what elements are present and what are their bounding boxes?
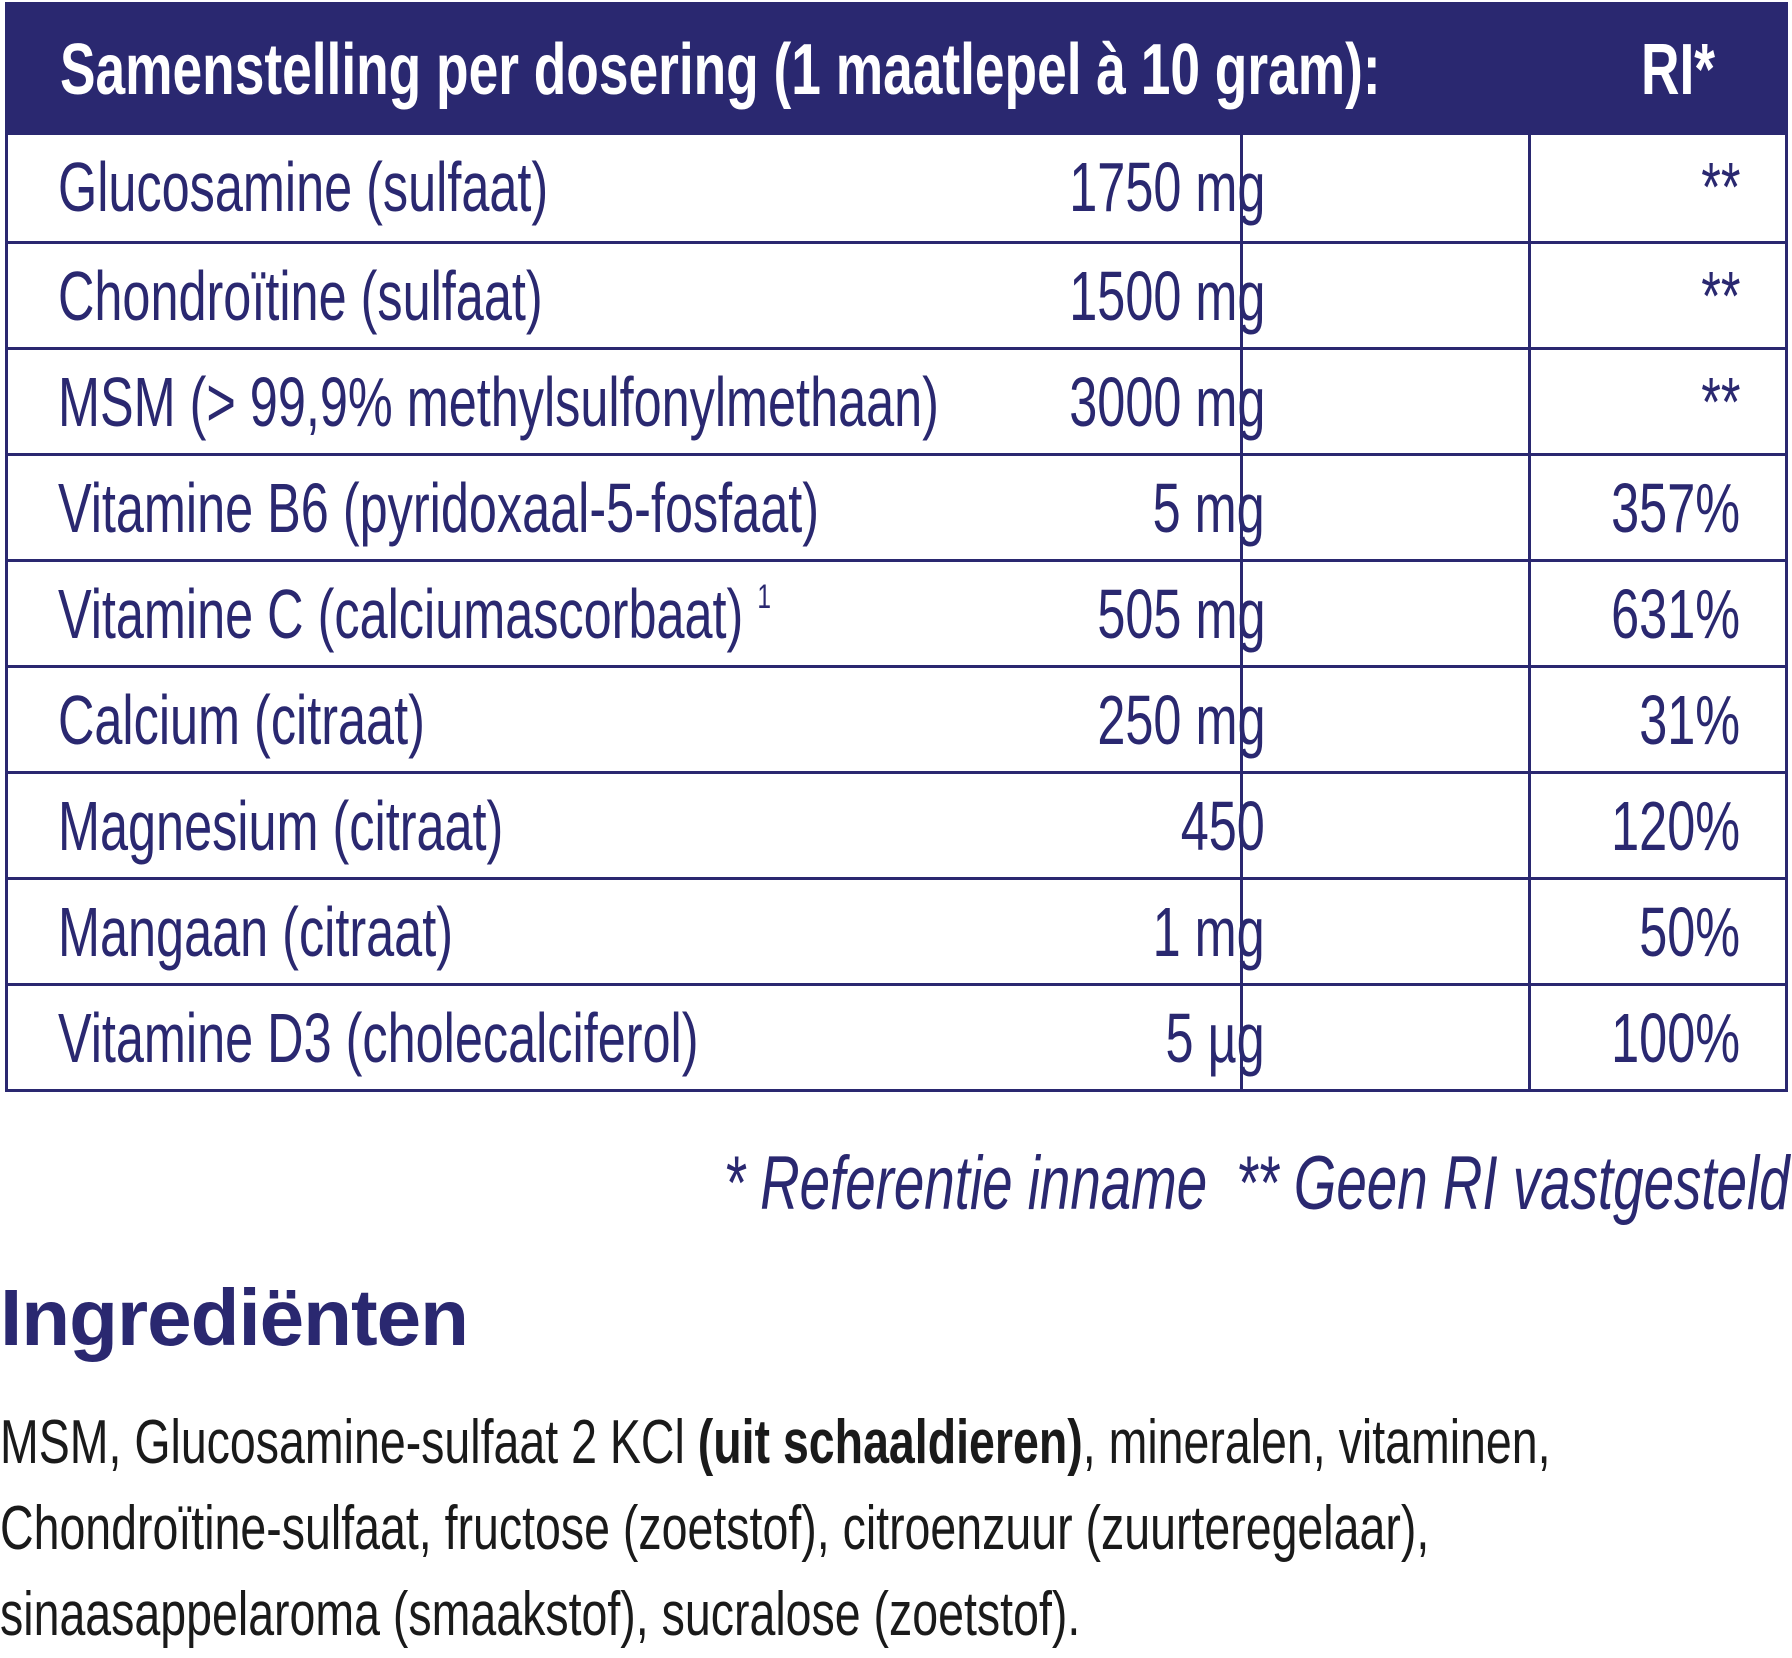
ingredients-part: MSM, Glucosamine-sulfaat 2 KCl	[0, 1408, 698, 1477]
table-row: Magnesium (citraat) 450 120%	[8, 771, 1785, 877]
table-row: Glucosamine (sulfaat) 1750 mg **	[8, 135, 1785, 241]
column-divider	[1528, 668, 1531, 771]
table-row: Vitamine D3 (cholecalciferol) 5 µg 100%	[8, 983, 1785, 1089]
nutrient-name: Magnesium (citraat)	[58, 786, 503, 866]
nutrient-name: Vitamine B6 (pyridoxaal-5-fosfaat)	[58, 468, 819, 548]
nutrient-ri: 120%	[1611, 787, 1740, 865]
nutrient-label: Vitamine D3 (cholecalciferol)	[58, 999, 699, 1077]
nutrient-amount: 1 mg	[1152, 893, 1265, 971]
column-divider	[1240, 562, 1243, 665]
nutrient-name: Glucosamine (sulfaat)	[58, 147, 548, 227]
column-divider	[1240, 668, 1243, 771]
nutrient-label: Vitamine C (calciumascorbaat)	[58, 575, 744, 653]
column-divider	[1240, 135, 1243, 241]
column-divider	[1240, 244, 1243, 347]
nutrient-label: Mangaan (citraat)	[58, 893, 453, 971]
table-row: Vitamine B6 (pyridoxaal-5-fosfaat) 5 mg …	[8, 453, 1785, 559]
ingredients-title: Ingrediënten	[0, 1273, 469, 1362]
nutrient-amount: 5 µg	[1165, 999, 1265, 1077]
nutrient-label: Magnesium (citraat)	[58, 787, 504, 865]
nutrient-name: Vitamine C (calciumascorbaat) 1	[58, 574, 771, 654]
nutrient-amount: 5 mg	[1152, 469, 1265, 547]
nutrition-table: Samenstelling per dosering (1 maatlepel …	[5, 2, 1788, 1092]
nutrient-label: Glucosamine (sulfaat)	[58, 148, 549, 226]
footnote-no-ri: ** Geen RI vastgesteld	[1236, 1141, 1790, 1226]
column-divider	[1240, 774, 1243, 877]
column-divider	[1528, 986, 1531, 1089]
nutrient-name: MSM (> 99,9% methylsulfonylmethaan)	[58, 362, 939, 442]
column-divider	[1528, 350, 1531, 453]
nutrient-name: Chondroïtine (sulfaat)	[58, 256, 543, 336]
nutrient-ri: 631%	[1611, 575, 1740, 653]
table-row: MSM (> 99,9% methylsulfonylmethaan) 3000…	[8, 347, 1785, 453]
ingredients-text: MSM, Glucosamine-sulfaat 2 KCl (uit scha…	[0, 1400, 1792, 1658]
column-divider	[1240, 880, 1243, 983]
nutrient-name: Mangaan (citraat)	[58, 892, 453, 972]
header-ri: RI*	[1640, 30, 1715, 110]
nutrient-name: Calcium (citraat)	[58, 680, 425, 760]
nutrient-ri: 357%	[1611, 469, 1740, 547]
column-divider	[1528, 456, 1531, 559]
table-row: Vitamine C (calciumascorbaat) 1 505 mg 6…	[8, 559, 1785, 665]
column-divider	[1240, 350, 1243, 453]
column-divider	[1528, 135, 1531, 241]
nutrient-ri: 31%	[1639, 681, 1740, 759]
nutrient-ri: 100%	[1611, 999, 1740, 1077]
column-divider	[1240, 456, 1243, 559]
ingredients-part: , mineralen, vitaminen, Chondroïtine-sul…	[0, 1408, 1551, 1649]
nutrient-name: Vitamine D3 (cholecalciferol)	[58, 998, 699, 1078]
footnote-ri: * Referentie inname	[723, 1141, 1208, 1226]
nutrient-amount: 250 mg	[1096, 681, 1265, 759]
nutrient-amount: 505 mg	[1096, 575, 1265, 653]
header-title: Samenstelling per dosering (1 maatlepel …	[60, 30, 1381, 110]
nutrient-amount: 1500 mg	[1068, 257, 1265, 335]
nutrient-ri: **	[1700, 148, 1740, 226]
column-divider	[1528, 244, 1531, 347]
footnotes: * Referentie inname ** Geen RI vastgestel…	[724, 1140, 1790, 1227]
nutrient-label: Chondroïtine (sulfaat)	[58, 257, 543, 335]
nutrient-label: Calcium (citraat)	[58, 681, 425, 759]
allergen-text: (uit schaaldieren)	[697, 1408, 1083, 1477]
column-divider	[1240, 986, 1243, 1089]
nutrient-amount: 3000 mg	[1068, 363, 1265, 441]
column-divider	[1528, 774, 1531, 877]
footnote-marker: 1	[757, 578, 771, 616]
nutrient-amount: 1750 mg	[1068, 148, 1265, 226]
table-row: Mangaan (citraat) 1 mg 50%	[8, 877, 1785, 983]
table-header: Samenstelling per dosering (1 maatlepel …	[8, 5, 1785, 135]
table-row: Chondroïtine (sulfaat) 1500 mg **	[8, 241, 1785, 347]
nutrient-ri: 50%	[1639, 893, 1740, 971]
nutrient-amount: 450	[1180, 787, 1265, 865]
nutrient-ri: **	[1700, 363, 1740, 441]
nutrient-label: Vitamine B6 (pyridoxaal-5-fosfaat)	[58, 469, 820, 547]
column-divider	[1528, 562, 1531, 665]
table-row: Calcium (citraat) 250 mg 31%	[8, 665, 1785, 771]
nutrient-ri: **	[1700, 257, 1740, 335]
column-divider	[1528, 880, 1531, 983]
nutrient-label: MSM (> 99,9% methylsulfonylmethaan)	[58, 363, 939, 441]
